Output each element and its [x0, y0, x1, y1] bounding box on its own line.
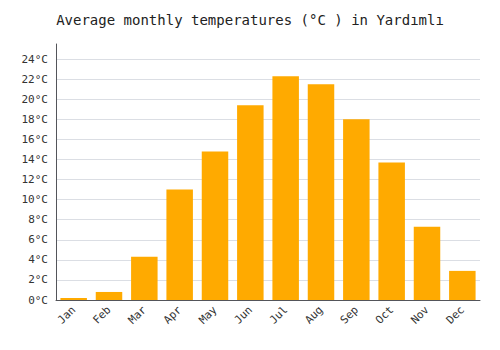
svg-text:4°C: 4°C [28, 253, 48, 266]
svg-text:Feb: Feb [90, 303, 113, 326]
svg-text:20°C: 20°C [22, 93, 49, 106]
svg-text:24°C: 24°C [22, 53, 49, 66]
svg-text:Dec: Dec [444, 303, 467, 326]
svg-text:May: May [196, 303, 219, 326]
svg-text:Mar: Mar [126, 303, 149, 326]
svg-text:Sep: Sep [338, 303, 361, 326]
svg-text:Jan: Jan [55, 303, 78, 326]
svg-text:8°C: 8°C [28, 213, 48, 226]
svg-text:Jun: Jun [232, 303, 255, 326]
svg-text:Average monthly temperatures (: Average monthly temperatures (°C ) in Ya… [56, 12, 444, 28]
svg-text:6°C: 6°C [28, 233, 48, 246]
svg-text:Jul: Jul [267, 303, 290, 326]
svg-text:18°C: 18°C [22, 113, 49, 126]
svg-text:Nov: Nov [408, 303, 431, 326]
svg-text:2°C: 2°C [28, 273, 48, 286]
svg-text:14°C: 14°C [22, 153, 49, 166]
svg-text:0°C: 0°C [28, 294, 48, 307]
svg-text:Aug: Aug [302, 303, 325, 326]
svg-text:Apr: Apr [161, 303, 184, 326]
svg-text:22°C: 22°C [22, 73, 49, 86]
svg-text:Oct: Oct [373, 303, 396, 326]
svg-text:12°C: 12°C [22, 173, 49, 186]
svg-text:16°C: 16°C [22, 133, 49, 146]
svg-text:10°C: 10°C [22, 193, 49, 206]
